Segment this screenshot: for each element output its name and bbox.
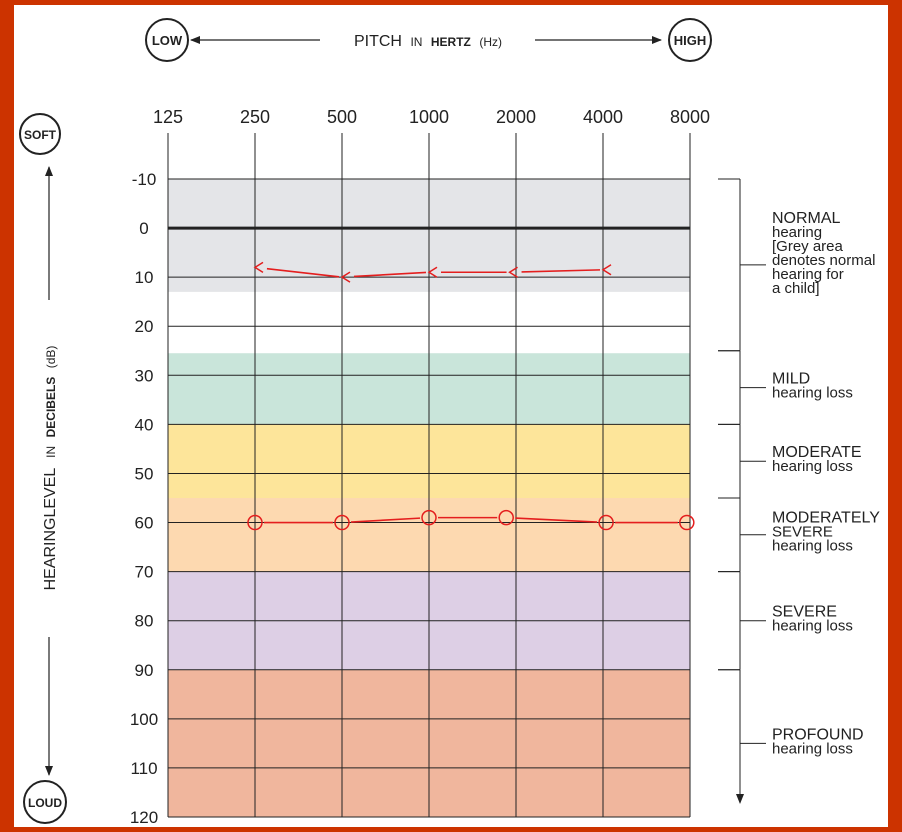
pitch-title-in: IN (410, 35, 422, 49)
decibel-title-unit: (dB) (44, 346, 58, 369)
y-tick-label: 110 (130, 759, 157, 778)
low-label: LOW (152, 33, 183, 48)
y-tick-label: 0 (139, 219, 148, 238)
x-tick-label: 8000 (670, 107, 710, 127)
decibel-title-in: IN (44, 446, 58, 458)
soft-label: SOFT (24, 128, 57, 142)
left-ear-marker (427, 266, 438, 278)
left-ear-marker (253, 261, 264, 273)
bone-conduction-marker (498, 509, 514, 526)
series-line-segment (266, 267, 340, 278)
series-line-segment (521, 269, 601, 273)
series-line-segment (353, 271, 427, 278)
category-title: SEVERE (772, 604, 837, 621)
decibel-axis-header: SOFT HEARINGLEVEL IN DECIBELS (dB) LOUD (19, 113, 67, 824)
category-description: hearing (772, 224, 822, 241)
y-tick-label: 50 (135, 464, 154, 483)
x-tick-label: 1000 (409, 107, 449, 127)
decibel-title-main: HEARINGLEVEL (42, 468, 59, 591)
x-tick-label: 125 (153, 107, 183, 127)
y-tick-label: 60 (135, 514, 154, 533)
y-tick-label: 120 (130, 808, 158, 827)
category-description: hearing loss (772, 458, 853, 475)
left-ear-marker (601, 264, 612, 276)
high-badge (668, 18, 712, 62)
decibel-axis-title: HEARINGLEVEL IN DECIBELS (dB) (42, 346, 59, 591)
category-title: MODERATELY (772, 509, 880, 526)
y-tick-label: 20 (135, 317, 154, 336)
bone-conduction-marker (679, 514, 695, 531)
category-description: a child] (772, 280, 820, 297)
pitch-axis-title: PITCH IN HERTZ (Hz) (354, 33, 502, 50)
category-description: hearing for (772, 266, 844, 283)
x-tick-label: 250 (240, 107, 270, 127)
bone-conduction-marker (247, 514, 263, 531)
left-ear-marker (340, 271, 351, 283)
category-title: MODERATE (772, 444, 861, 461)
y-tick-label: 70 (135, 563, 154, 582)
y-tick-label: 40 (135, 415, 154, 434)
low-badge (145, 18, 189, 62)
loud-badge (23, 780, 67, 824)
y-tick-label: 100 (130, 710, 158, 729)
y-tick-label: 90 (135, 661, 154, 680)
category-description: denotes normal (772, 252, 875, 269)
decibel-title-bold: DECIBELS (44, 377, 58, 438)
pitch-title-main: PITCH (354, 33, 402, 50)
y-tick-label: 80 (135, 612, 154, 631)
pitch-title-bold: HERTZ (431, 35, 471, 49)
category-title: PROFOUND (772, 726, 864, 743)
pitch-title-unit: (Hz) (479, 35, 502, 49)
series-line-segment (350, 517, 421, 523)
y-tick-label: 30 (135, 366, 154, 385)
left-ear-marker (508, 266, 518, 278)
loud-label: LOUD (28, 796, 62, 810)
x-tick-label: 4000 (583, 107, 623, 127)
bone-conduction-marker (598, 514, 614, 531)
bone-conduction-marker (421, 509, 437, 526)
category-description: hearing loss (772, 740, 853, 757)
x-tick-label: 2000 (496, 107, 536, 127)
category-description: hearing loss (772, 537, 853, 554)
x-tick-label: 500 (327, 107, 357, 127)
high-label: HIGH (674, 33, 707, 48)
category-title: NORMAL (772, 210, 841, 227)
category-description: hearing loss (772, 618, 853, 635)
category-title: MILD (772, 371, 810, 388)
category-description: [Grey area (772, 238, 844, 255)
bone-conduction-marker (334, 514, 350, 531)
audiogram-panel: -10 0 10 20 30 40 50 60 70 80 90 100 110 120 125 250 500… (14, 5, 888, 827)
category-description: hearing loss (772, 385, 853, 402)
pitch-axis-header: LOW PITCH IN HERTZ (Hz) HIGH (145, 18, 712, 62)
y-tick-label: 10 (135, 268, 154, 287)
audiogram-chart: -10 0 10 20 30 40 50 60 70 80 90 100 110 120 125 250 500… (19, 18, 880, 827)
y-tick-label: -10 (132, 170, 157, 189)
soft-badge (19, 113, 61, 155)
category-description: SEVERE (772, 523, 833, 540)
series-line-segment (515, 517, 598, 523)
